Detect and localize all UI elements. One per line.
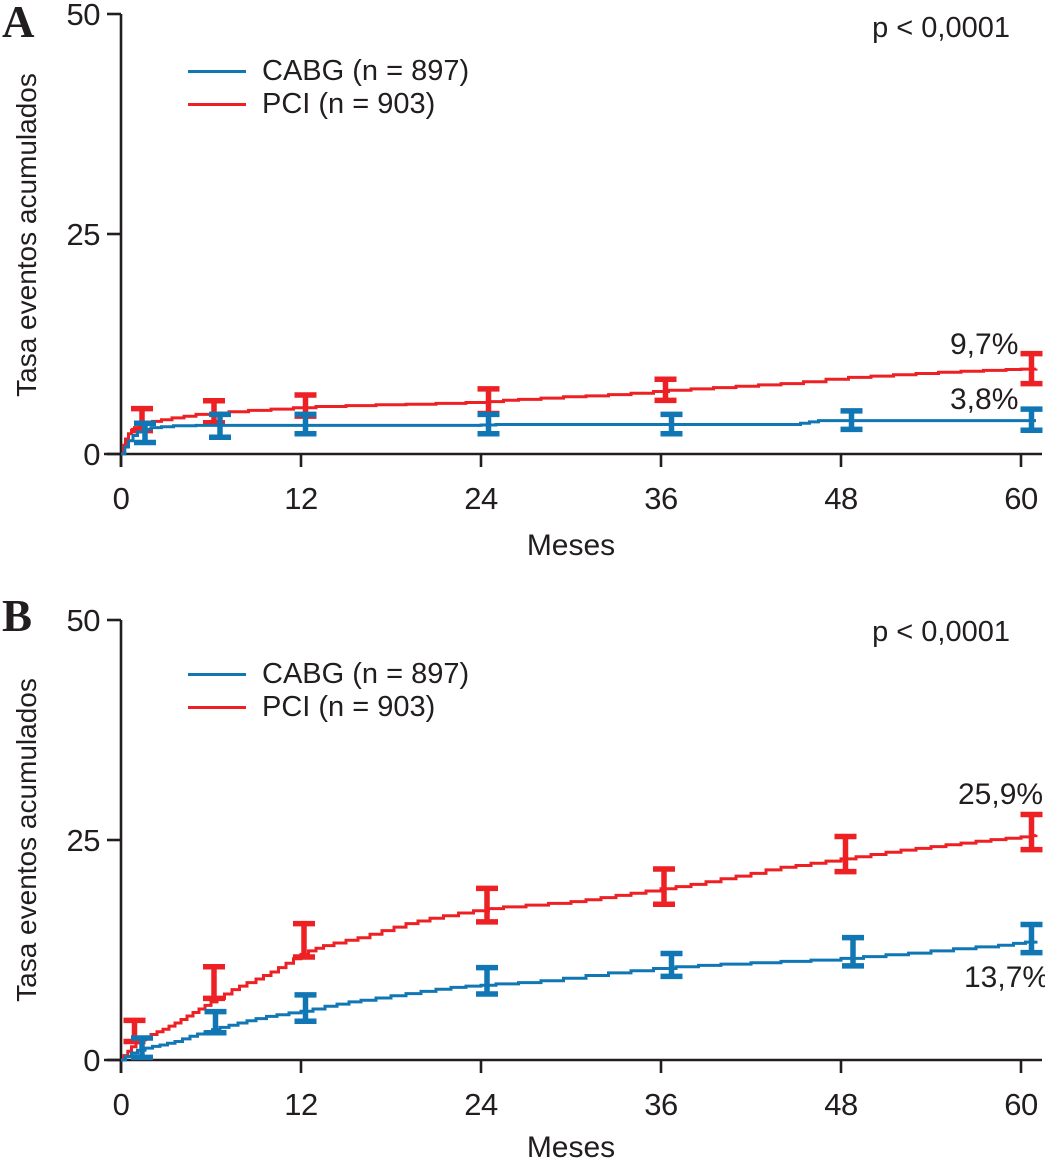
- cabg-curve: [121, 940, 1038, 1062]
- x-tick-label: 24: [464, 1087, 498, 1122]
- panel-b-p-value: p < 0,0001: [872, 616, 1010, 648]
- legend-label-pci: PCI (n = 903): [262, 88, 436, 120]
- x-tick-label: 24: [464, 481, 498, 516]
- y-tick-label: 25: [67, 823, 100, 858]
- x-tick-label: 12: [284, 1087, 317, 1122]
- panel-b-y-axis-title: Tasa eventos acumulados: [11, 678, 42, 1002]
- panel-b-letter: B: [2, 591, 33, 641]
- x-tick-label: 0: [113, 1087, 130, 1122]
- panel-a-y-axis-title: Tasa eventos acumulados: [11, 73, 42, 397]
- x-tick-label: 60: [1004, 1087, 1038, 1122]
- legend-item-pci: PCI (n = 903): [188, 691, 469, 724]
- panel-a-pci-end-label: 9,7%: [950, 328, 1019, 361]
- legend-item-cabg: CABG (n = 897): [188, 658, 469, 691]
- y-tick-label: 50: [67, 603, 101, 638]
- legend-label-cabg: CABG (n = 897): [262, 55, 470, 87]
- x-tick-label: 48: [824, 1087, 857, 1122]
- pci-line-swatch: [188, 103, 246, 106]
- cabg-line-swatch: [188, 70, 246, 73]
- y-tick-label: 0: [83, 1043, 100, 1078]
- x-tick-label: 36: [644, 1087, 677, 1122]
- panel-b-legend: CABG (n = 897) PCI (n = 903): [188, 658, 469, 724]
- legend-label-pci: PCI (n = 903): [262, 691, 436, 723]
- pci-curve: [121, 367, 1038, 456]
- x-tick-label: 60: [1004, 481, 1038, 516]
- legend-item-cabg: CABG (n = 897): [188, 55, 469, 88]
- panel-b-x-axis-title: Meses: [526, 1131, 616, 1164]
- panel-b-pci-end-label: 25,9%: [958, 778, 1044, 811]
- x-tick-label: 36: [644, 481, 677, 516]
- cabg-curve: [121, 419, 1036, 456]
- panel-a-p-value: p < 0,0001: [872, 12, 1010, 44]
- y-tick-label: 0: [83, 437, 100, 472]
- cabg-line-swatch: [188, 673, 246, 676]
- x-tick-label: 48: [824, 481, 857, 516]
- x-tick-label: 12: [284, 481, 317, 516]
- panel-a-legend: CABG (n = 897) PCI (n = 903): [188, 55, 469, 121]
- legend-item-pci: PCI (n = 903): [188, 88, 469, 121]
- pci-curve: [121, 834, 1038, 1062]
- panel-a-x-axis-title: Meses: [526, 529, 616, 562]
- legend-label-cabg: CABG (n = 897): [262, 658, 470, 690]
- y-tick-label: 50: [67, 0, 101, 32]
- y-tick-label: 25: [67, 217, 100, 252]
- panel-b-cabg-end-label: 13,7%: [964, 961, 1045, 994]
- pci-line-swatch: [188, 706, 246, 709]
- x-tick-label: 0: [113, 481, 130, 516]
- panel-a-letter: A: [2, 0, 35, 47]
- panel-a-cabg-end-label: 3,8%: [950, 383, 1019, 416]
